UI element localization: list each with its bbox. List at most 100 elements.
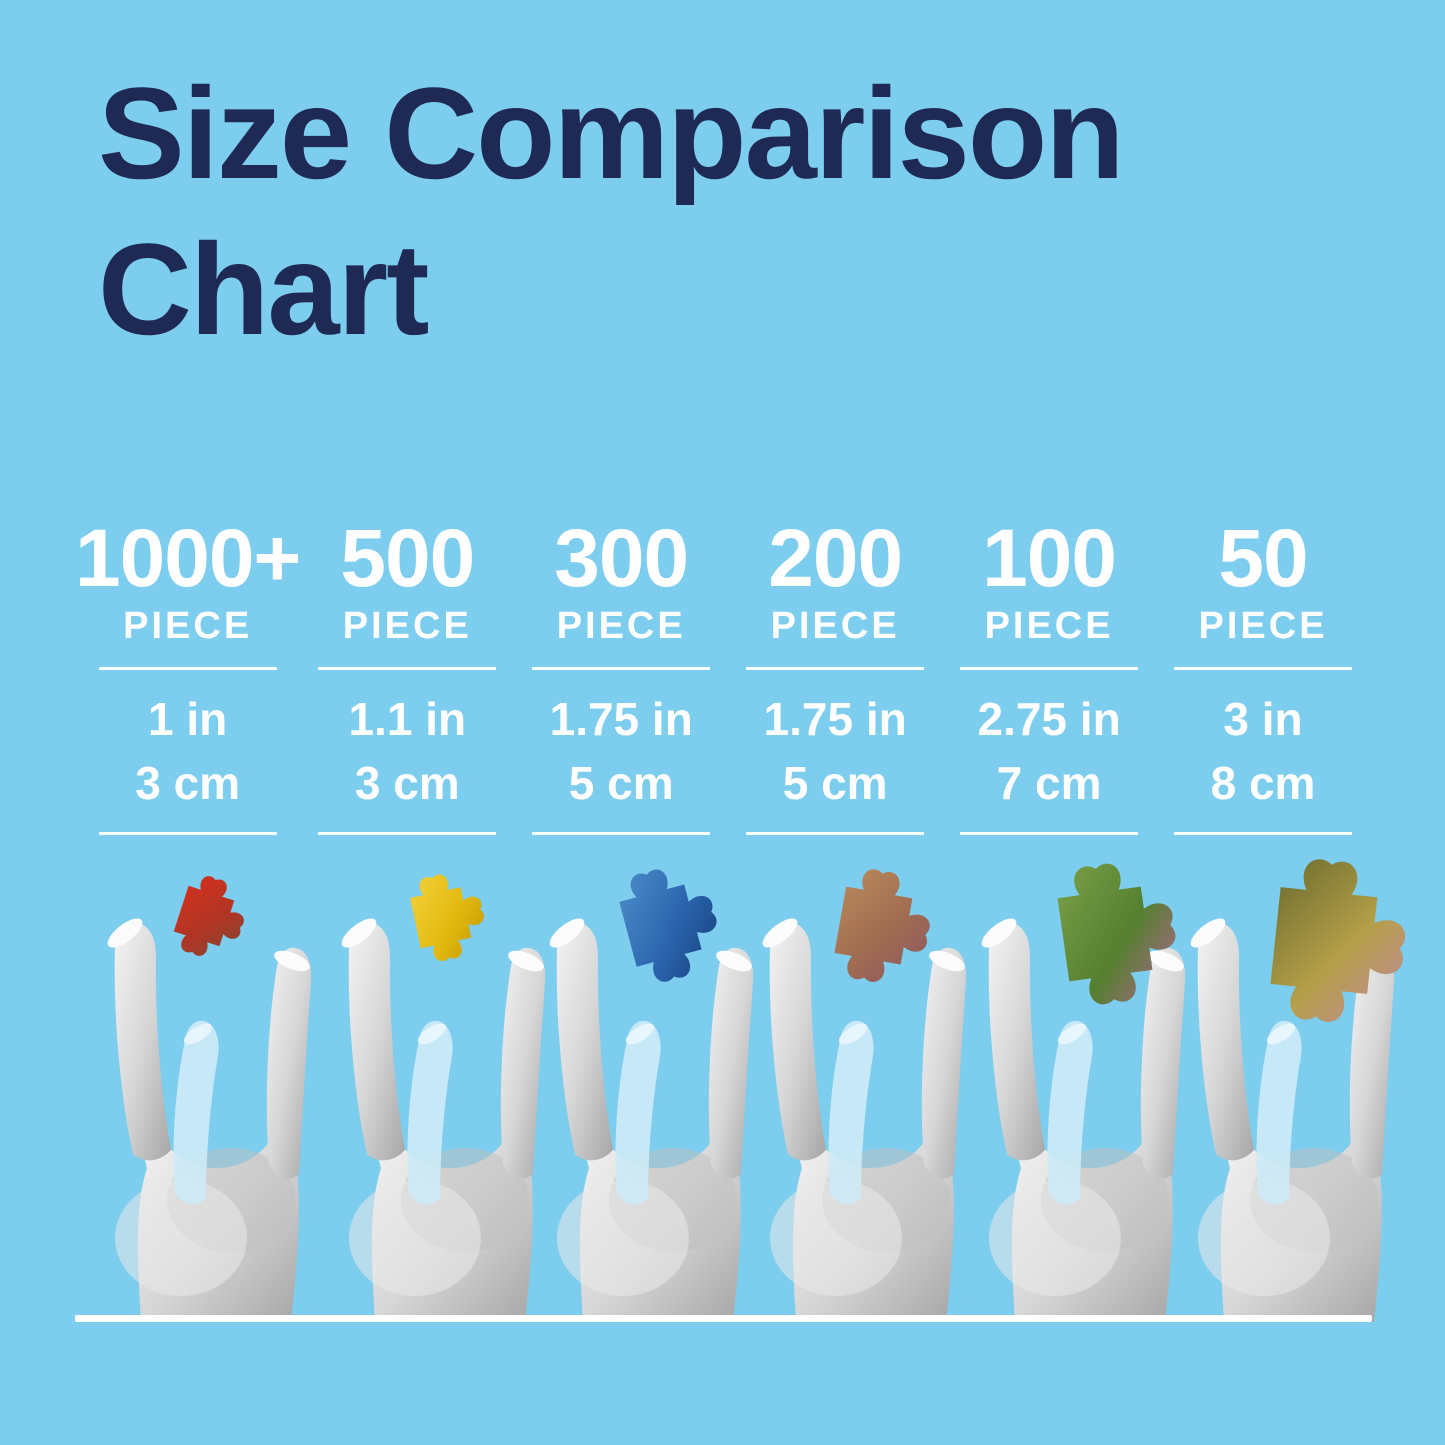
size-column-300: 300 PIECE 1.75 in 5 cm (514, 518, 728, 835)
thumb-nail (716, 950, 752, 972)
piece-label: PIECE (123, 605, 253, 647)
ghost-finger (828, 1020, 874, 1205)
index-finger (1197, 922, 1254, 1161)
thumb (500, 947, 546, 1179)
size-column-50: 50 PIECE 3 in 8 cm (1156, 518, 1370, 835)
piece-label: PIECE (342, 605, 472, 647)
landscape-puzzle-piece (1270, 859, 1406, 1022)
hand-holding-piece (762, 869, 967, 1322)
divider-line (960, 667, 1139, 670)
size-centimeters: 5 cm (782, 757, 888, 809)
index-fingernail (762, 918, 798, 948)
bronze-puzzle-piece (834, 869, 930, 982)
divider-line (960, 832, 1139, 835)
ghost-finger (1047, 1020, 1093, 1205)
piece-count: 200 (768, 513, 903, 604)
ghost-finger (1256, 1020, 1302, 1205)
size-centimeters: 8 cm (1210, 757, 1316, 809)
hand-unit-300 (505, 817, 765, 1322)
hand-unit-200 (718, 817, 978, 1322)
piece-count: 500 (340, 513, 475, 604)
index-finger (988, 922, 1045, 1161)
hand-unit-100 (937, 817, 1197, 1322)
yellow-puzzle-piece (410, 874, 484, 961)
divider-line (746, 667, 925, 670)
hand-holding-piece (1190, 859, 1406, 1322)
thumb (708, 947, 754, 1179)
hand-highlight (770, 1180, 902, 1296)
blue-puzzle-piece (619, 869, 717, 982)
size-comparison-table: 1000+ PIECE 1 in 3 cm 500 PIECE 1.1 in 3… (75, 518, 1370, 835)
index-fingernail (341, 918, 377, 948)
index-fingernail (1190, 918, 1226, 948)
hand-holding-piece (549, 869, 754, 1322)
hand-holding-piece (107, 876, 312, 1322)
thumb (921, 947, 967, 1179)
index-finger (556, 922, 613, 1161)
size-column-1000: 1000+ PIECE 1 in 3 cm (75, 513, 301, 835)
divider-line (318, 832, 497, 835)
hand-highlight (557, 1180, 689, 1296)
ghost-fingernail (1057, 1023, 1087, 1045)
thumb-nail (508, 950, 544, 972)
piece-label: PIECE (770, 605, 900, 647)
divider-line (532, 832, 711, 835)
size-centimeters: 7 cm (996, 757, 1102, 809)
size-column-200: 200 PIECE 1.75 in 5 cm (728, 518, 942, 835)
ghost-fingernail (1266, 1023, 1296, 1045)
divider-line (1174, 832, 1353, 835)
piece-count: 1000+ (75, 513, 301, 604)
hand-highlight (989, 1180, 1121, 1296)
green-floral-puzzle-piece (1057, 863, 1176, 1005)
thumb-nail (929, 950, 965, 972)
index-finger (114, 922, 171, 1161)
index-finger (348, 922, 405, 1161)
size-inches: 1.75 in (763, 693, 907, 745)
size-inches: 1.1 in (348, 693, 467, 745)
thumb-nail (1148, 950, 1184, 972)
size-inches: 3 in (1223, 693, 1303, 745)
size-inches: 1 in (148, 693, 228, 745)
ghost-finger (615, 1020, 661, 1205)
thumb (1349, 947, 1395, 1179)
ghost-fingernail (838, 1023, 868, 1045)
piece-label: PIECE (984, 605, 1114, 647)
size-centimeters: 5 cm (568, 757, 674, 809)
page-title-line1: Size Comparison (98, 60, 1125, 206)
index-fingernail (107, 918, 143, 948)
size-inches: 1.75 in (549, 693, 693, 745)
size-column-100: 100 PIECE 2.75 in 7 cm (942, 518, 1156, 835)
hand-holding-piece (341, 874, 546, 1322)
ghost-finger (173, 1020, 219, 1205)
divider-line (98, 667, 277, 670)
piece-label: PIECE (1198, 605, 1328, 647)
piece-count: 50 (1218, 513, 1308, 604)
ghost-fingernail (183, 1023, 213, 1045)
hand-unit-50 (1146, 817, 1406, 1322)
size-centimeters: 3 cm (135, 757, 241, 809)
piece-label: PIECE (556, 605, 686, 647)
index-finger (769, 922, 826, 1161)
red-brown-puzzle-piece (173, 876, 244, 956)
thumb (266, 947, 312, 1179)
page-title-line2: Chart (98, 216, 429, 362)
hand-highlight (1198, 1180, 1330, 1296)
size-column-500: 500 PIECE 1.1 in 3 cm (300, 518, 514, 835)
ghost-fingernail (417, 1023, 447, 1045)
thumb-nail (274, 950, 310, 972)
ghost-finger (407, 1020, 453, 1205)
divider-line (532, 667, 711, 670)
ghost-fingernail (625, 1023, 655, 1045)
hand-highlight (115, 1180, 247, 1296)
index-fingernail (981, 918, 1017, 948)
hand-unit-500 (297, 817, 557, 1322)
hand-unit-1000+ (63, 817, 323, 1322)
piece-count: 300 (554, 513, 689, 604)
hand-holding-piece (981, 863, 1186, 1322)
size-inches: 2.75 in (977, 693, 1121, 745)
piece-count: 100 (982, 513, 1117, 604)
bottom-divider-line (75, 1315, 1372, 1322)
divider-line (746, 832, 925, 835)
divider-line (318, 667, 497, 670)
